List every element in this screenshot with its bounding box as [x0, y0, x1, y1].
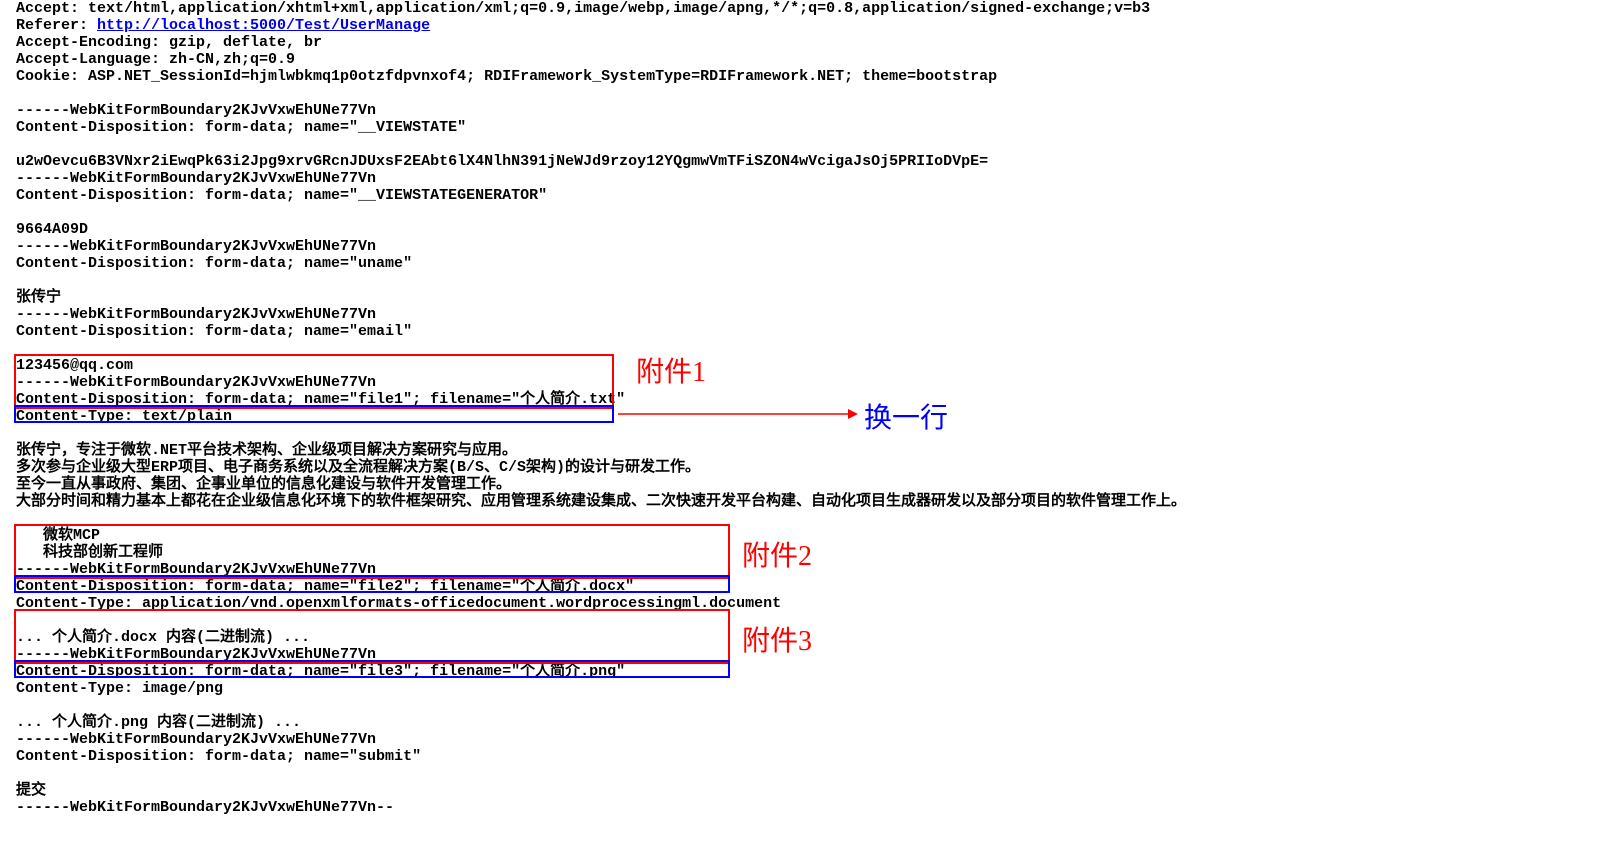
annotation-box-file1-blue	[14, 405, 614, 423]
annotation-box-file2-red	[14, 524, 730, 579]
email-disposition: Content-Disposition: form-data; name="em…	[16, 323, 412, 340]
viewstate-disposition: Content-Disposition: form-data; name="__…	[16, 119, 466, 136]
uname-value: 张传宁	[16, 289, 61, 306]
http-dump-annotated: Accept: text/html,application/xhtml+xml,…	[0, 0, 1620, 847]
annotation-label-att2: 附件2	[742, 534, 812, 574]
hdr-cookie: Cookie: ASP.NET_SessionId=hjmlwbkmq1p0ot…	[16, 68, 997, 85]
viewstate-boundary: ------WebKitFormBoundary2KJvVxwEhUNe77Vn	[16, 102, 376, 119]
hdr-accept-encoding: Accept-Encoding: gzip, deflate, br	[16, 34, 322, 51]
annotation-box-file3-red	[14, 609, 730, 664]
file1-body-l2: 多次参与企业级大型ERP项目、电子商务系统以及全流程解决方案(B/S、C/S架构…	[16, 459, 700, 476]
viewstate-value: u2wOevcu6B3VNxr2iEwqPk63i2Jpg9xrvGRcnJDU…	[16, 153, 988, 170]
email-boundary: ------WebKitFormBoundary2KJvVxwEhUNe77Vn	[16, 306, 376, 323]
hdr-accept-language: Accept-Language: zh-CN,zh;q=0.9	[16, 51, 295, 68]
file1-body-l1: 张传宁，专注于微软.NET平台技术架构、企业级项目解决方案研究与应用。	[16, 442, 517, 459]
submit-disposition: Content-Disposition: form-data; name="su…	[16, 748, 421, 765]
annotation-label-att3: 附件3	[742, 619, 812, 659]
submit-boundary: ------WebKitFormBoundary2KJvVxwEhUNe77Vn	[16, 731, 376, 748]
annotation-box-file2-blue	[14, 575, 730, 593]
viewstategen-disposition: Content-Disposition: form-data; name="__…	[16, 187, 547, 204]
closing-boundary: ------WebKitFormBoundary2KJvVxwEhUNe77Vn…	[16, 799, 394, 816]
file3-ctype: Content-Type: image/png	[16, 680, 223, 697]
hdr-accept: Accept: text/html,application/xhtml+xml,…	[16, 0, 1150, 17]
uname-boundary: ------WebKitFormBoundary2KJvVxwEhUNe77Vn	[16, 238, 376, 255]
uname-disposition: Content-Disposition: form-data; name="un…	[16, 255, 412, 272]
file3-body: ... 个人简介.png 内容(二进制流) ...	[16, 714, 301, 731]
submit-value: 提交	[16, 782, 46, 799]
viewstategen-value: 9664A09D	[16, 221, 88, 238]
annotation-label-att1: 附件1	[636, 350, 706, 390]
referer-link[interactable]: http://localhost:5000/Test/UserManage	[97, 17, 430, 34]
file1-body-l4: 大部分时间和精力基本上都花在企业级信息化环境下的软件框架研究、应用管理系统建设集…	[16, 493, 1186, 510]
annotation-label-newline: 换一行	[864, 396, 948, 436]
file1-body-l3: 至今一直从事政府、集团、企事业单位的信息化建设与软件开发管理工作。	[16, 476, 511, 493]
annotation-box-file1-red	[14, 354, 614, 409]
hdr-referer-label: Referer:	[16, 17, 97, 34]
viewstategen-boundary: ------WebKitFormBoundary2KJvVxwEhUNe77Vn	[16, 170, 376, 187]
annotation-box-file3-blue	[14, 660, 730, 678]
